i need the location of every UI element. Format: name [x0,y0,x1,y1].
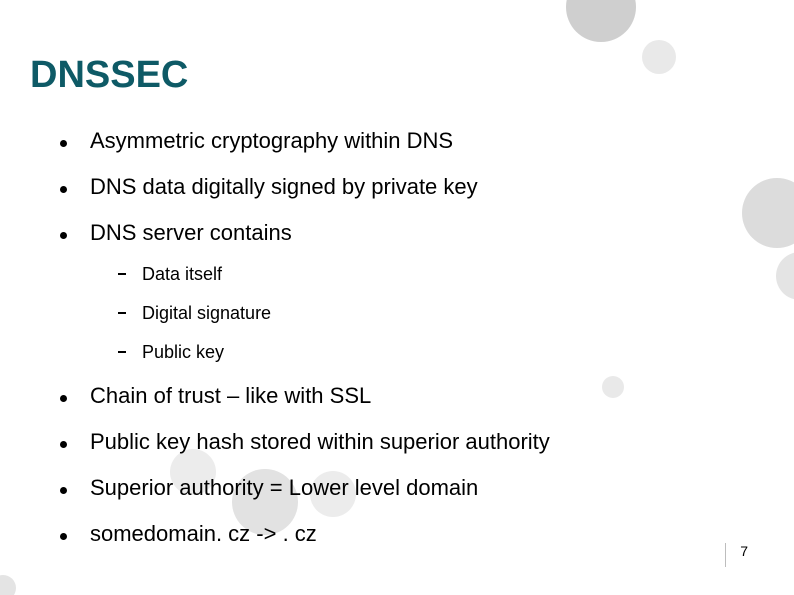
page-number: 7 [740,543,748,559]
sub-bullet-list: Data itself Digital signature Public key [118,264,720,363]
sub-bullet-text: Public key [142,342,224,362]
sub-bullet-item: Data itself [118,264,720,285]
sub-bullet-text: Digital signature [142,303,271,323]
page-number-mark [725,543,726,567]
bullet-item: Asymmetric cryptography within DNS [60,128,720,154]
decor-circle [0,575,16,595]
bullet-item: Chain of trust – like with SSL [60,383,720,409]
sub-bullet-item: Digital signature [118,303,720,324]
bullet-text: Asymmetric cryptography within DNS [90,128,453,153]
bullet-item: DNS data digitally signed by private key [60,174,720,200]
bullet-item: Public key hash stored within superior a… [60,429,720,455]
decor-circle [776,252,794,300]
bullet-text: DNS data digitally signed by private key [90,174,478,199]
slide-title: DNSSEC [30,54,188,97]
bullet-item: somedomain. cz -> . cz [60,521,720,547]
bullet-text: Superior authority = Lower level domain [90,475,478,500]
bullet-text: Chain of trust – like with SSL [90,383,371,408]
bullet-text: DNS server contains [90,220,292,245]
slide: DNSSEC Asymmetric cryptography within DN… [0,0,794,595]
decor-circle [642,40,676,74]
bullet-text: somedomain. cz -> . cz [90,521,317,546]
sub-bullet-text: Data itself [142,264,222,284]
bullet-text: Public key hash stored within superior a… [90,429,550,454]
decor-circle [742,178,794,248]
bullet-item: Superior authority = Lower level domain [60,475,720,501]
bullet-list: Asymmetric cryptography within DNS DNS d… [60,128,720,567]
sub-bullet-item: Public key [118,342,720,363]
decor-circle [566,0,636,42]
bullet-item: DNS server contains Data itself Digital … [60,220,720,363]
